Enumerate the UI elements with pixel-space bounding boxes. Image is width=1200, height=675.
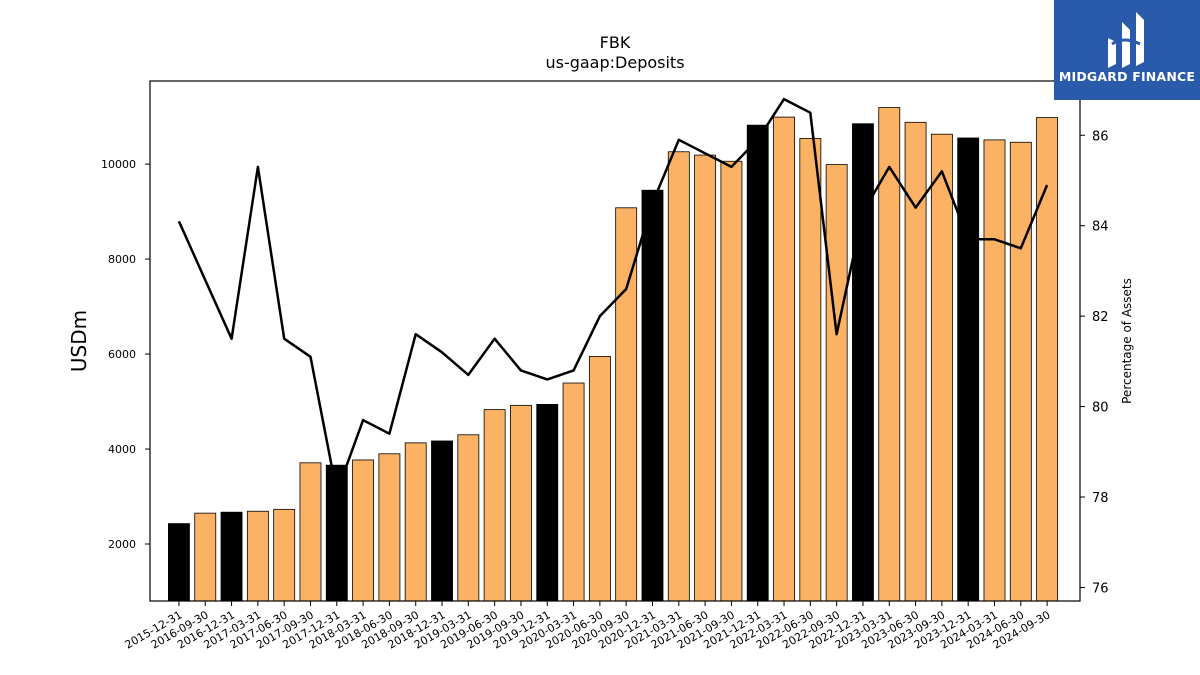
bar-2019-12-31 — [536, 403, 559, 602]
bar-2023-12-31 — [957, 137, 980, 602]
y2-tick-label: 82 — [1092, 310, 1109, 325]
y-tick-label: 10000 — [101, 158, 136, 171]
bar-2017-12-31 — [325, 464, 348, 602]
y-tick-label: 6000 — [108, 348, 136, 361]
bar-2016-12-31 — [220, 511, 243, 602]
y2-tick-label: 84 — [1092, 220, 1109, 235]
bar-2018-06-30 — [378, 453, 401, 602]
bar-2021-12-31 — [746, 124, 769, 602]
bar-series — [168, 107, 1059, 602]
line-series — [177, 97, 1049, 494]
plot-frame — [149, 80, 1081, 602]
percentage-of-assets-line — [177, 97, 1049, 494]
bar-2021-06-30 — [694, 154, 717, 602]
bar-2022-12-31 — [852, 123, 874, 602]
bar-2020-12-31 — [641, 189, 664, 602]
y-axis-label: USDm — [67, 310, 91, 372]
brand-name: MIDGARD FINANCE — [1058, 69, 1196, 84]
bar-2019-06-30 — [483, 409, 506, 602]
y2-tick-label: 78 — [1092, 491, 1109, 506]
bar-2024-06-30 — [1009, 141, 1032, 602]
bar-2020-03-31 — [562, 382, 585, 602]
bar-2022-03-31 — [773, 116, 795, 602]
bar-2017-06-30 — [273, 508, 296, 602]
chart-subtitle: us-gaap:Deposits — [545, 53, 684, 72]
bar-2021-03-31 — [667, 151, 690, 602]
bar-2018-03-31 — [352, 459, 375, 602]
bar-2018-12-31 — [431, 440, 453, 602]
bar-2015-12-31 — [168, 523, 190, 602]
y-tick-label: 8000 — [108, 253, 136, 266]
bar-2019-03-31 — [457, 434, 480, 602]
y-tick-label: 2000 — [108, 538, 136, 551]
bar-2023-09-30 — [930, 133, 953, 602]
bar-2021-09-30 — [720, 160, 743, 602]
y-tick-label: 4000 — [108, 443, 136, 456]
bar-2018-09-30 — [404, 442, 427, 602]
bar-2019-09-30 — [510, 404, 532, 602]
bar-2017-09-30 — [299, 462, 322, 602]
bar-2024-09-30 — [1036, 117, 1059, 602]
y2-tick-label: 86 — [1092, 129, 1109, 144]
y2-tick-label: 76 — [1092, 581, 1109, 596]
bar-2020-06-30 — [588, 356, 611, 602]
bar-2022-06-30 — [799, 138, 822, 602]
bar-2016-09-30 — [194, 512, 217, 602]
brand-logo: MIDGARD FINANCE — [1054, 0, 1200, 100]
chart-title: FBK — [600, 33, 631, 52]
midgard-logo-icon — [1108, 12, 1144, 68]
bar-2017-03-31 — [246, 510, 269, 602]
y2-axis-label: Percentage of Assets — [1120, 278, 1134, 404]
bar-2024-03-31 — [983, 139, 1006, 602]
bar-2022-09-30 — [825, 164, 848, 602]
y2-tick-label: 80 — [1092, 401, 1109, 416]
